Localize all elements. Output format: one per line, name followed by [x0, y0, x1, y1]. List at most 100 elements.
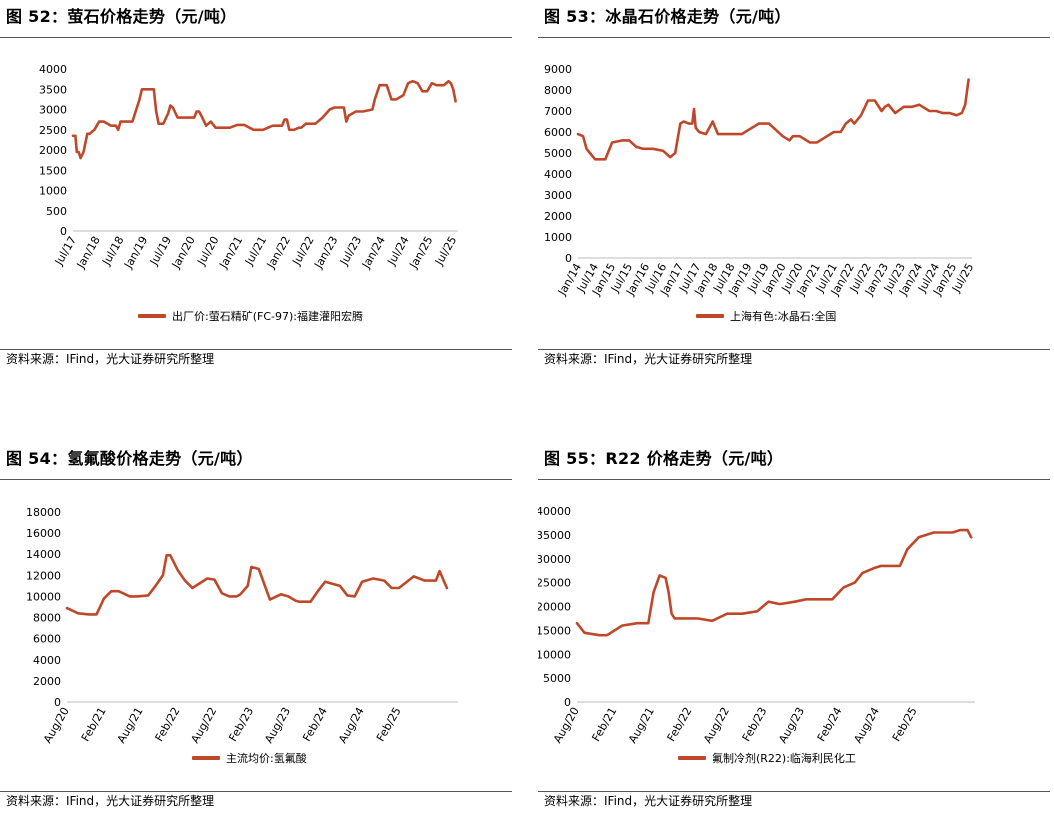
- y-tick-label: 30000: [538, 553, 571, 566]
- y-tick-label: 10000: [538, 648, 571, 661]
- line-chart: 05001000150020002500300035004000Jul/17Ja…: [39, 63, 459, 271]
- x-tick-label: Aug/20: [41, 705, 72, 744]
- title-rule: [538, 37, 1050, 38]
- legend-label: 主流均价:氢氟酸: [226, 752, 307, 765]
- y-tick-label: 9000: [544, 63, 572, 76]
- y-tick-label: 4000: [33, 654, 61, 667]
- line-chart: 0 5000 10000 15000 20000 25000 30000 35000 40000…: [538, 505, 975, 744]
- legend-swatch: [696, 314, 724, 318]
- x-tick-label: Feb/22: [153, 705, 183, 744]
- legend-swatch: [138, 314, 166, 318]
- y-tick-label: 40000: [538, 505, 571, 518]
- y-tick-label: 4000: [544, 168, 572, 181]
- x-tick-label: Aug/22: [189, 705, 220, 744]
- y-tick-label: 500: [46, 205, 67, 218]
- source-note: 资料来源：IFind，光大证券研究所整理: [544, 352, 753, 366]
- title-rule: [538, 479, 1050, 480]
- y-tick-label: 1000: [39, 185, 67, 198]
- line-chart: 0 2000 4000 6000 8000 10000 12000 14000 16000 180…: [26, 506, 458, 744]
- x-tick-label: Aug/24: [336, 705, 367, 744]
- y-tick-label: 18000: [26, 506, 61, 519]
- legend-swatch: [678, 756, 706, 760]
- y-tick-label: 8000: [33, 612, 61, 625]
- x-tick-label: Aug/23: [776, 705, 807, 744]
- source-rule: [0, 349, 512, 350]
- chart-panel-cryolite: 图 53：冰晶石价格走势（元/吨） 0 1000 2000 3000 4000 5000 6…: [538, 0, 1050, 380]
- y-tick-label: 0: [564, 696, 571, 709]
- legend-label: 上海有色:冰晶石:全国: [730, 310, 837, 323]
- y-tick-label: 0: [565, 252, 572, 265]
- y-tick-label: 2500: [39, 124, 67, 137]
- chart-title: 图 52：萤石价格走势（元/吨）: [6, 7, 237, 26]
- x-tick-label: Feb/21: [589, 705, 619, 744]
- chart-panel-hydrofluoric-acid: 图 54：氢氟酸价格走势（元/吨） 0 2000 4000 6000 8000 10000…: [0, 442, 512, 822]
- series-line: [71, 79, 457, 160]
- chart-title: 图 55：R22 价格走势（元/吨）: [544, 449, 784, 468]
- chart-panel-fluorite: 图 52：萤石价格走势（元/吨） 0 500 1000 1500 2000 2500 300…: [0, 0, 512, 380]
- x-tick-label: Feb/21: [79, 705, 109, 744]
- y-tick-label: 15000: [538, 624, 571, 637]
- y-tick-label: 5000: [544, 147, 572, 160]
- source-note: 资料来源：IFind，光大证券研究所整理: [6, 352, 215, 366]
- source-rule: [538, 791, 1050, 792]
- x-tick-label: Aug/24: [851, 705, 882, 744]
- chart-title: 图 53：冰晶石价格走势（元/吨）: [544, 7, 791, 26]
- series-line: [65, 554, 449, 616]
- x-tick-label: Aug/22: [701, 705, 732, 744]
- series-line: [575, 528, 973, 637]
- y-tick-label: 7000: [544, 105, 572, 118]
- y-tick-label: 2000: [544, 210, 572, 223]
- x-tick-label: Jan/20: [169, 234, 198, 271]
- x-tick-label: Aug/21: [626, 705, 657, 744]
- y-tick-label: 8000: [544, 84, 572, 97]
- x-tick-label: Jan/24: [359, 234, 388, 271]
- x-tick-label: Jan/19: [121, 234, 150, 271]
- legend: 出厂价:萤石精矿(FC-97):福建灌阳宏腾: [138, 308, 363, 324]
- y-tick-label: 25000: [538, 577, 571, 590]
- x-tick-label: Jan/21: [216, 234, 245, 271]
- y-tick-label: 2000: [33, 675, 61, 688]
- title-rule: [0, 479, 512, 480]
- x-tick-label: Feb/22: [665, 705, 695, 744]
- y-tick-label: 4000: [39, 63, 67, 76]
- y-tick-label: 3000: [39, 104, 67, 117]
- x-tick-label: Feb/24: [300, 705, 330, 744]
- y-tick-label: 5000: [543, 672, 571, 685]
- x-tick-label: Feb/24: [815, 705, 845, 744]
- y-tick-label: 0: [54, 696, 61, 709]
- line-chart: 0100020003000400050006000700080009000Jan…: [544, 63, 976, 298]
- source-note: 资料来源：IFind，光大证券研究所整理: [544, 794, 753, 808]
- x-tick-label: Aug/23: [262, 705, 293, 744]
- legend: 氟制冷剂(R22):临海利民化工: [678, 750, 856, 766]
- y-tick-label: 3000: [544, 189, 572, 202]
- source-rule: [538, 349, 1050, 350]
- x-tick-label: Jan/23: [311, 234, 340, 271]
- chart-title: 图 54：氢氟酸价格走势（元/吨）: [6, 449, 253, 468]
- legend: 上海有色:冰晶石:全国: [696, 308, 836, 324]
- y-tick-label: 14000: [26, 548, 61, 561]
- source-note: 资料来源：IFind，光大证券研究所整理: [6, 794, 215, 808]
- x-tick-label: Feb/25: [890, 705, 920, 744]
- x-tick-label: Jan/18: [74, 234, 103, 271]
- x-tick-label: Jan/25: [406, 234, 435, 271]
- title-rule: [0, 37, 512, 38]
- y-tick-label: 35000: [538, 529, 571, 542]
- legend-label: 氟制冷剂(R22):临海利民化工: [712, 752, 856, 765]
- series-line: [576, 78, 970, 161]
- y-tick-label: 0: [60, 225, 67, 238]
- x-tick-label: Aug/21: [115, 705, 146, 744]
- x-tick-label: Feb/23: [740, 705, 770, 744]
- x-tick-label: Jan/22: [264, 234, 293, 271]
- x-tick-label: Jul/25: [432, 234, 459, 268]
- legend-label: 出厂价:萤石精矿(FC-97):福建灌阳宏腾: [172, 310, 363, 323]
- y-tick-label: 1500: [39, 164, 67, 177]
- y-tick-label: 20000: [538, 601, 571, 614]
- y-tick-label: 16000: [26, 527, 61, 540]
- chart-panel-r22: 图 55：R22 价格走势（元/吨） 0 5000 10000 15000 20000 2…: [538, 442, 1050, 822]
- legend-swatch: [192, 756, 220, 760]
- y-tick-label: 2000: [39, 144, 67, 157]
- legend: 主流均价:氢氟酸: [192, 750, 307, 766]
- x-tick-label: Aug/20: [551, 705, 582, 744]
- source-rule: [0, 791, 512, 792]
- y-tick-label: 3500: [39, 83, 67, 96]
